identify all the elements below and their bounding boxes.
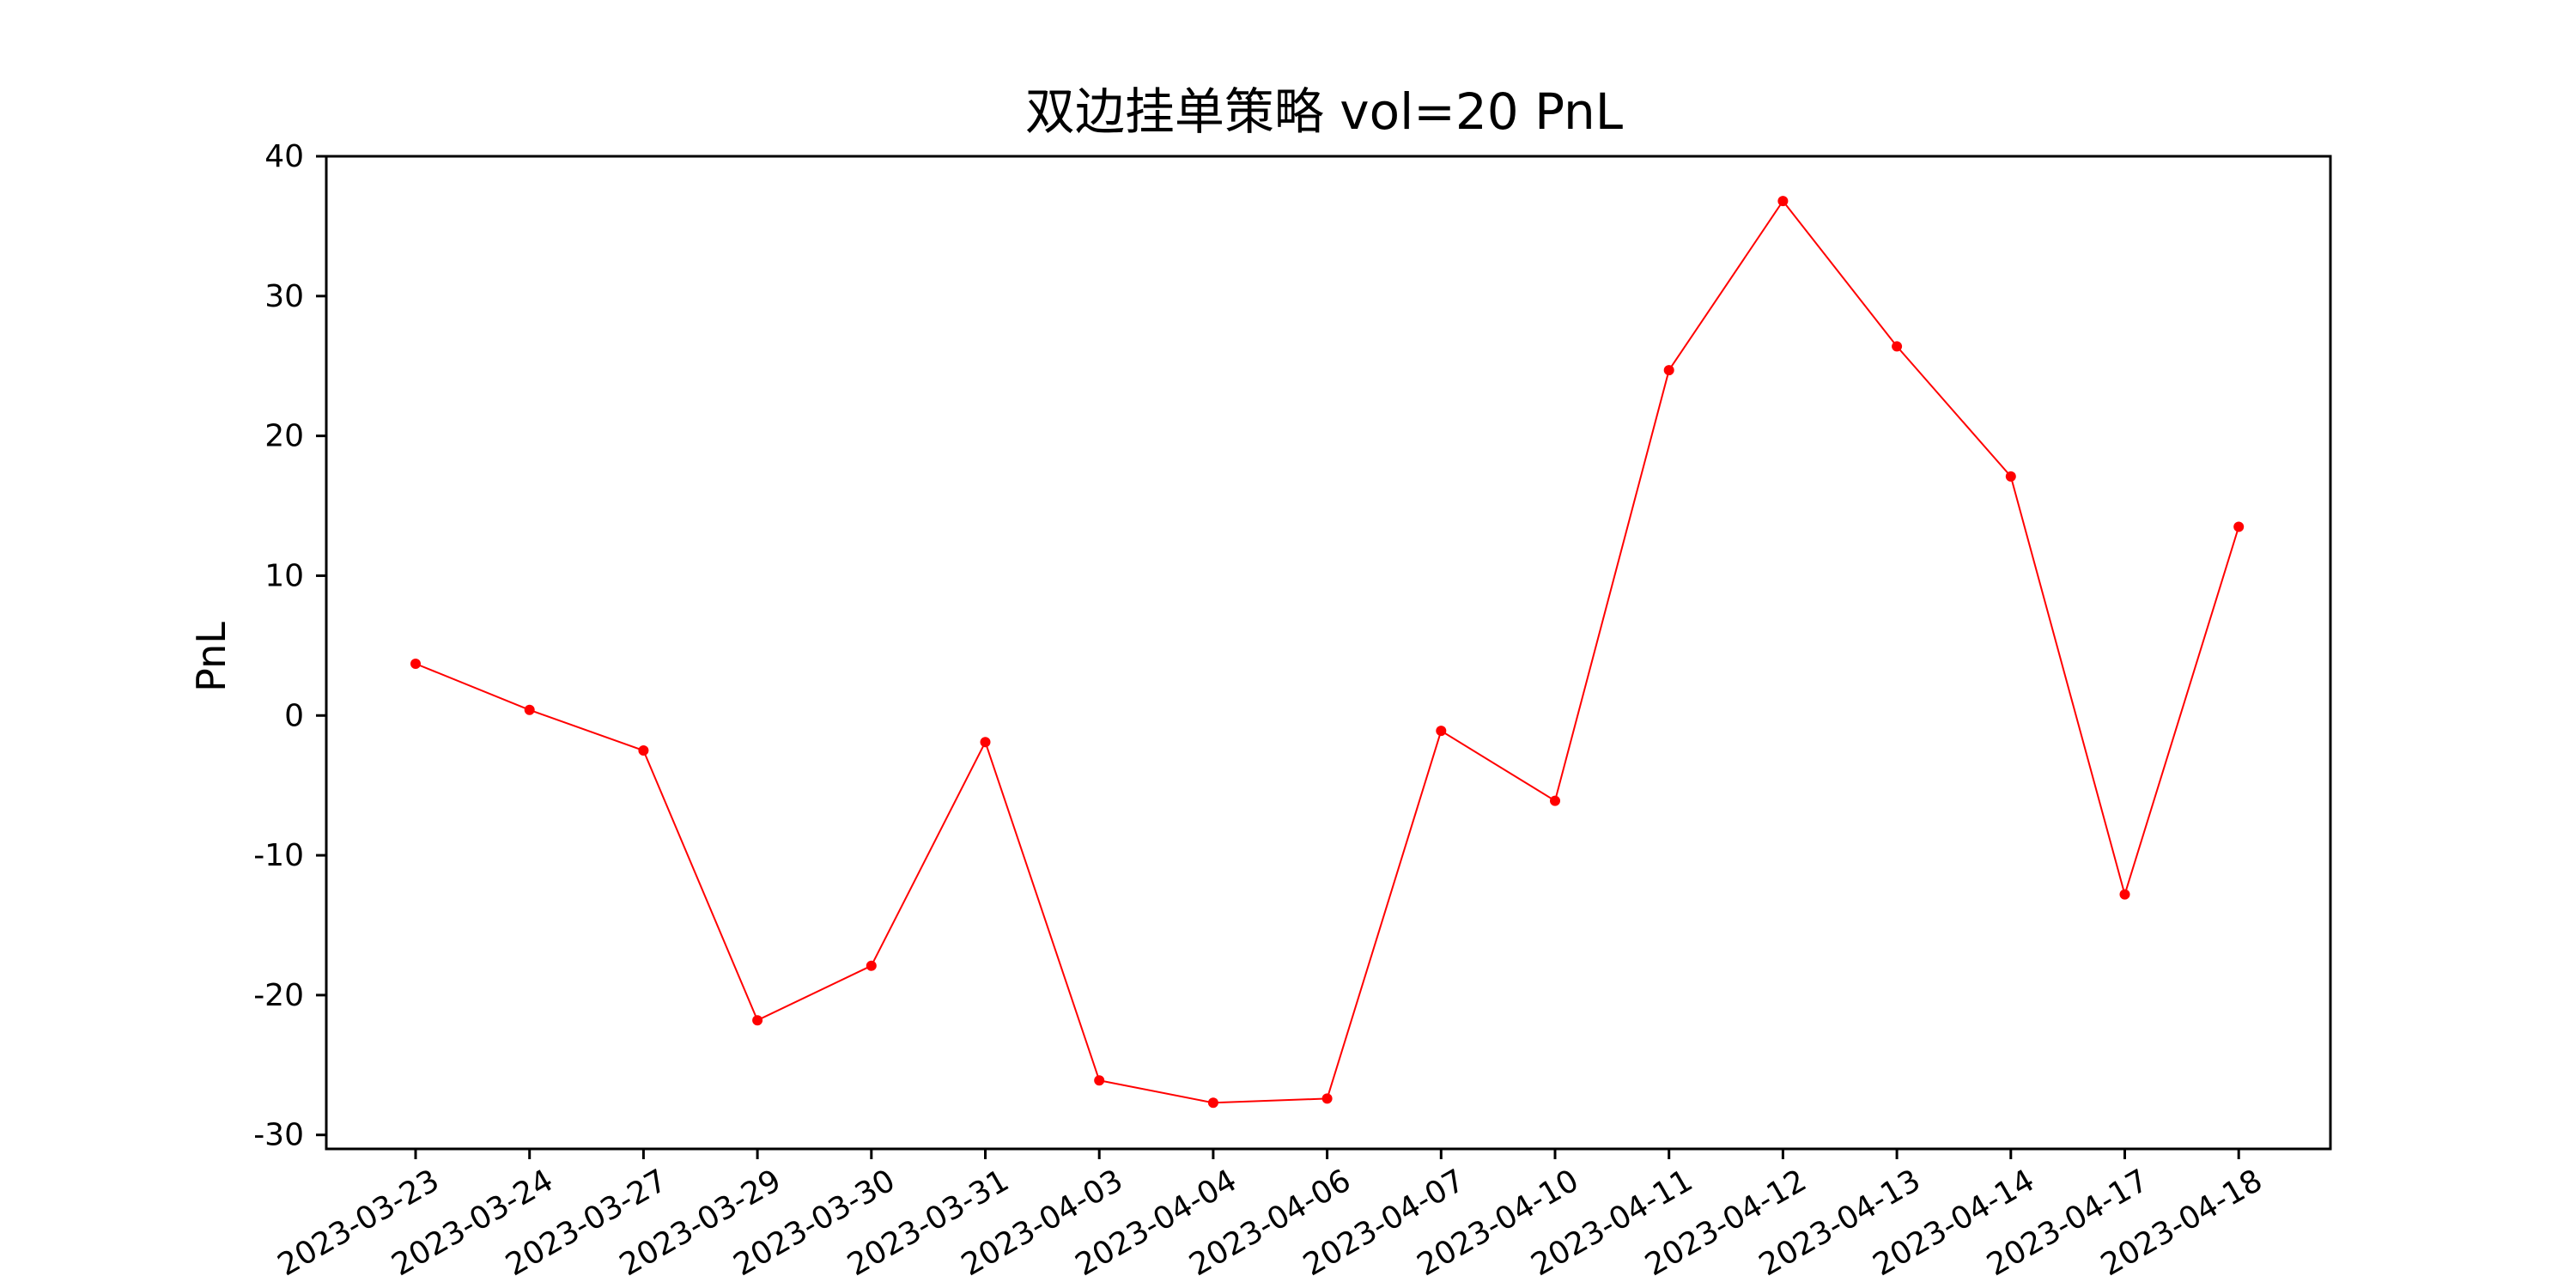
data-point (1436, 726, 1447, 737)
y-tick-label: 40 (264, 139, 304, 174)
chart-title: 双边挂单策略 vol=20 PnL (1025, 82, 1623, 141)
data-point (2005, 471, 2016, 482)
data-point (1321, 1093, 1333, 1104)
plot-frame (325, 155, 2332, 1151)
data-point (524, 704, 535, 715)
data-point (1892, 341, 1903, 352)
data-point (1207, 1097, 1218, 1109)
data-point (2233, 521, 2245, 532)
data-point (1663, 365, 1674, 376)
plot-area: -30-20-100102030402023-03-232023-03-2420… (253, 139, 2269, 1283)
data-point (1094, 1075, 1105, 1086)
data-point (638, 744, 649, 756)
y-axis-label: PnL (188, 622, 234, 692)
y-tick-label: -30 (253, 1118, 304, 1153)
data-point (752, 1015, 763, 1026)
series-line (415, 199, 2240, 1104)
data-point (410, 659, 421, 670)
y-tick-label: 0 (284, 698, 304, 733)
data-point (2119, 889, 2130, 900)
y-tick-label: -20 (253, 978, 304, 1013)
y-tick-label: 30 (264, 279, 304, 314)
y-tick-label: -10 (253, 838, 304, 873)
data-point (980, 737, 991, 748)
y-tick-label: 20 (264, 419, 304, 454)
data-point (866, 960, 877, 971)
data-point (1550, 795, 1560, 806)
y-tick-label: 10 (264, 558, 304, 593)
data-point (1777, 196, 1789, 207)
